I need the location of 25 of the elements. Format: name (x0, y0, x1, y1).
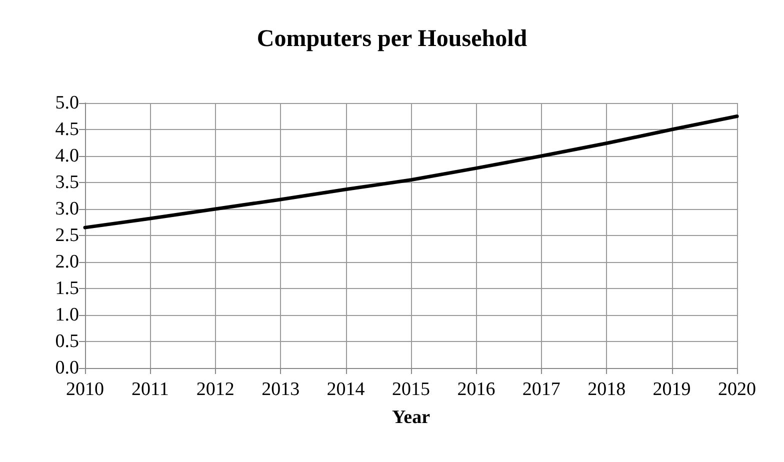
y-tick-label: 0.0 (55, 358, 79, 378)
y-tick-label: 4.5 (55, 119, 79, 140)
x-tick-label: 2011 (132, 379, 169, 400)
chart-title: Computers per Household (256, 26, 528, 52)
y-tick-label: 2.0 (55, 252, 79, 272)
x-tick-label: 2014 (326, 379, 366, 400)
x-tick-label: 2010 (66, 379, 104, 400)
x-tick-label: 2013 (262, 379, 300, 400)
y-tick-label: 3.0 (55, 198, 79, 220)
x-tick-label: 2018 (588, 379, 626, 400)
y-tick-label: 1.0 (55, 304, 79, 326)
x-tick-label: 2020 (718, 379, 756, 400)
y-tick-label: 0.5 (55, 331, 79, 352)
y-tick-label: 1.5 (55, 278, 79, 299)
x-axis-title: Year (392, 407, 431, 428)
x-tick-label: 2012 (196, 379, 234, 400)
y-tick-label: 5.0 (55, 92, 79, 114)
y-tick-label: 2.5 (55, 225, 79, 246)
x-tick-label: 2017 (522, 379, 560, 400)
line-series (83, 114, 739, 230)
x-tick-label: 2016 (457, 379, 496, 400)
x-tick-label: 2019 (652, 379, 691, 400)
y-tick-label: 4.0 (55, 146, 79, 166)
x-tick-label: 2015 (392, 379, 430, 400)
y-tick-label: 3.5 (55, 172, 79, 193)
